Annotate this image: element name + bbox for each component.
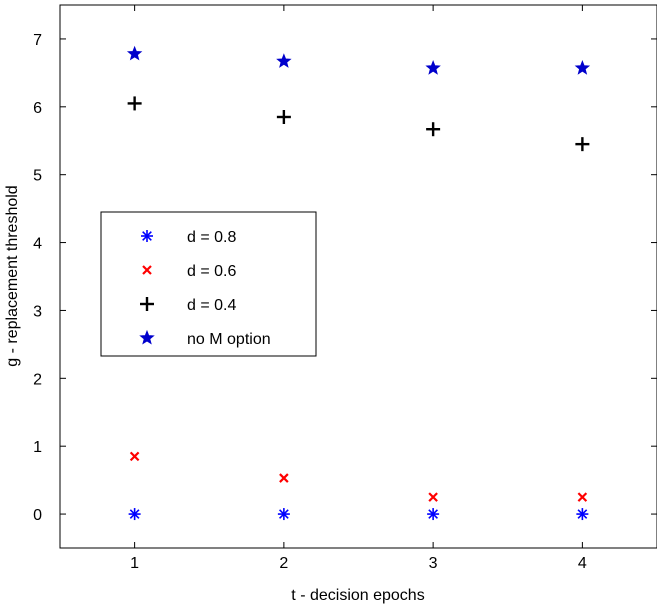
- legend-label: d = 0.4: [187, 297, 236, 314]
- data-marks: [126, 45, 591, 521]
- legend-marker-3: [140, 297, 154, 311]
- y-tick-label: 3: [33, 303, 42, 320]
- point-series-1-x4: [576, 508, 589, 521]
- legend-marker-4: [139, 329, 155, 345]
- legend-marker-1: [141, 230, 153, 242]
- axis-ticks: 1 2 3 4 0 1 2 3 4 5 6 7: [33, 5, 657, 572]
- legend: d = 0.8 d = 0.6 d = 0.4 no M option: [100, 211, 317, 357]
- point-series-4-x3: [425, 60, 441, 75]
- x-tick-label: 3: [429, 555, 438, 572]
- legend-label: no M option: [187, 331, 271, 348]
- point-series-3-x3: [426, 122, 441, 137]
- point-series-3-x4: [575, 137, 590, 152]
- x-tick-label: 1: [130, 555, 139, 572]
- point-series-4-x4: [574, 60, 591, 75]
- point-series-2-x4: [577, 492, 588, 502]
- y-tick-label: 2: [33, 371, 42, 388]
- x-tick-label: 4: [578, 555, 587, 572]
- point-series-1-x2: [277, 508, 290, 521]
- point-series-1-x3: [427, 508, 440, 521]
- y-tick-label: 1: [33, 439, 42, 456]
- x-tick-label: 2: [279, 555, 288, 572]
- point-series-2-x2: [279, 473, 289, 483]
- y-tick-label: 5: [33, 168, 42, 185]
- point-series-2-x1: [129, 451, 140, 462]
- legend-label: d = 0.8: [187, 229, 236, 246]
- x-axis-label: t - decision epochs: [291, 587, 424, 604]
- point-series-1-x1: [128, 508, 141, 521]
- legend-marker-2: [142, 265, 152, 275]
- legend-label: d = 0.6: [187, 263, 236, 280]
- y-tick-label: 0: [33, 507, 42, 524]
- point-series-3-x2: [276, 109, 291, 124]
- y-tick-label: 6: [33, 100, 42, 117]
- legend-box: [100, 211, 317, 357]
- point-series-2-x3: [428, 492, 438, 502]
- point-series-3-x1: [127, 96, 142, 111]
- y-tick-label: 4: [33, 236, 42, 253]
- point-series-4-x1: [126, 45, 143, 61]
- point-series-4-x2: [276, 53, 292, 68]
- y-tick-label: 7: [33, 32, 42, 49]
- y-axis-label: g - replacement threshold: [4, 185, 21, 366]
